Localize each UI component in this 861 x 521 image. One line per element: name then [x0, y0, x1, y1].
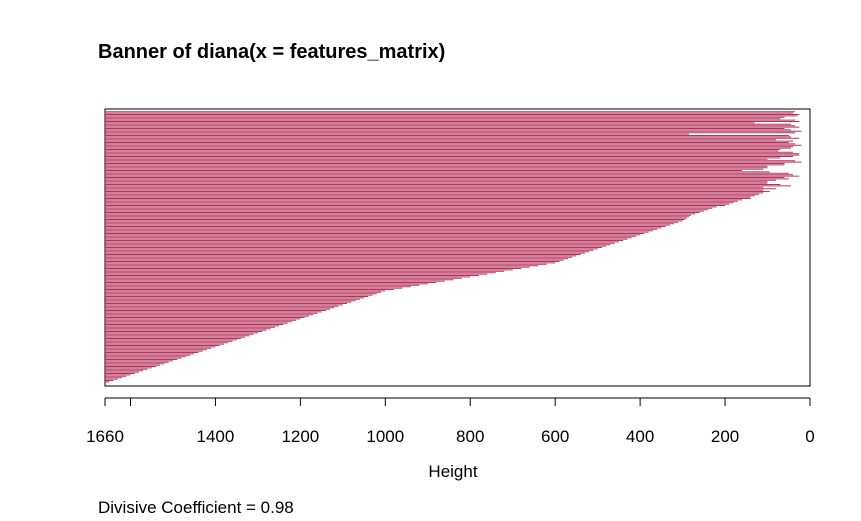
x-axis-label: Height — [428, 462, 477, 481]
x-tick-label: 400 — [626, 427, 654, 446]
x-tick-label: 1400 — [197, 427, 235, 446]
divisive-coefficient: Divisive Coefficient = 0.98 — [98, 498, 294, 517]
x-axis-ticks: 1660 1400 1200 1000 800 600 400 200 0 — [86, 398, 815, 446]
bar-group — [105, 111, 802, 383]
x-tick-label: 200 — [711, 427, 739, 446]
x-tick-label: 1660 — [86, 427, 124, 446]
x-tick-label: 1000 — [366, 427, 404, 446]
chart-title: Banner of diana(x = features_matrix) — [98, 41, 445, 63]
x-tick-label: 800 — [456, 427, 484, 446]
x-tick-label: 0 — [805, 427, 814, 446]
x-tick-label: 1200 — [281, 427, 319, 446]
x-tick-label: 600 — [541, 427, 569, 446]
